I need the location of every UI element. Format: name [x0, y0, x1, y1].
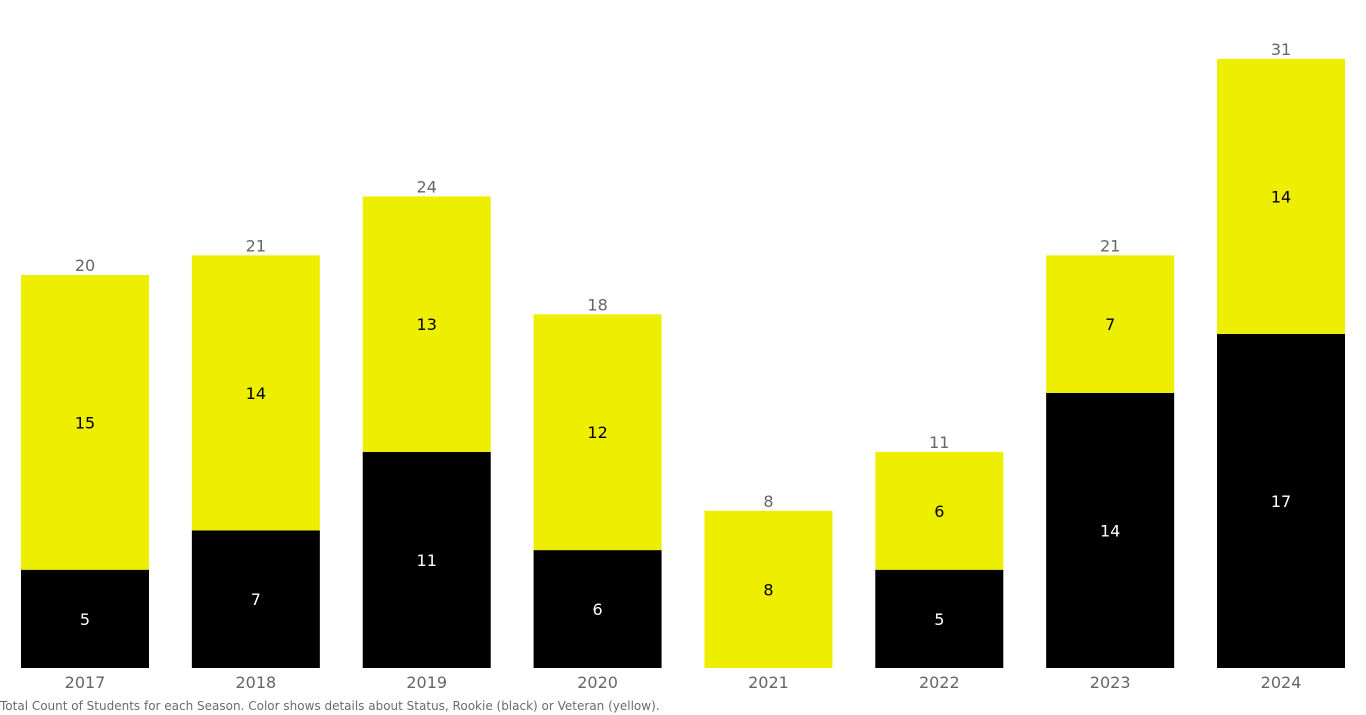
- bar-rookie-2023: [1046, 392, 1175, 668]
- x-tick-label-2017: 2017: [65, 673, 106, 692]
- data-label-rookie-2020: 6: [592, 600, 602, 619]
- total-label-2022: 11: [929, 433, 949, 452]
- data-label-veteran-2020: 12: [587, 423, 607, 442]
- data-label-veteran-2024: 14: [1271, 187, 1291, 206]
- data-label-veteran-2022: 6: [934, 502, 944, 521]
- stacked-bar-chart: 5 15 20 2017 7 14 21 2018 11 13 24 2019 6 12 18 2020 8 8 2…: [21, 40, 1346, 692]
- x-tick-label-2021: 2021: [748, 673, 789, 692]
- bar-rookie-2022: [875, 569, 1004, 668]
- x-tick-label-2024: 2024: [1261, 673, 1302, 692]
- data-label-rookie-2024: 17: [1271, 492, 1291, 511]
- bar-rookie-2017: [21, 569, 149, 668]
- data-label-rookie-2019: 11: [417, 551, 437, 570]
- x-tick-label-2020: 2020: [577, 673, 618, 692]
- total-label-2021: 8: [763, 492, 773, 511]
- total-label-2018: 21: [246, 236, 266, 255]
- data-label-rookie-2022: 5: [934, 610, 944, 629]
- bar-veteran-2017: [21, 275, 149, 570]
- x-tick-label-2023: 2023: [1090, 673, 1131, 692]
- bar-veteran-2020: [533, 314, 662, 551]
- bar-veteran-2024: [1217, 58, 1346, 334]
- bar-veteran-2022: [875, 451, 1004, 570]
- data-label-rookie-2017: 5: [80, 610, 90, 629]
- bar-rookie-2019: [362, 451, 491, 668]
- data-label-veteran-2019: 13: [417, 315, 437, 334]
- bar-veteran-2019: [362, 196, 491, 452]
- x-tick-label-2022: 2022: [919, 673, 960, 692]
- total-label-2024: 31: [1271, 40, 1291, 59]
- bar-veteran-2018: [191, 255, 320, 531]
- total-label-2017: 20: [75, 256, 95, 275]
- x-tick-label-2019: 2019: [406, 673, 447, 692]
- bar-rookie-2024: [1217, 333, 1346, 668]
- data-label-rookie-2023: 14: [1100, 521, 1120, 540]
- bar-rookie-2018: [191, 530, 320, 668]
- data-label-veteran-2023: 7: [1105, 315, 1115, 334]
- data-label-rookie-2018: 7: [251, 590, 261, 609]
- total-label-2023: 21: [1100, 236, 1120, 255]
- bar-rookie-2020: [533, 550, 662, 668]
- total-label-2020: 18: [587, 295, 607, 314]
- total-label-2019: 24: [417, 177, 437, 196]
- bar-veteran-2023: [1046, 255, 1175, 393]
- x-tick-label-2018: 2018: [236, 673, 277, 692]
- data-label-veteran-2017: 15: [75, 413, 95, 432]
- bar-veteran-2021: [704, 510, 833, 668]
- data-label-veteran-2018: 14: [246, 384, 266, 403]
- data-label-veteran-2021: 8: [763, 580, 773, 599]
- chart-caption: Total Count of Students for each Season.…: [0, 699, 660, 713]
